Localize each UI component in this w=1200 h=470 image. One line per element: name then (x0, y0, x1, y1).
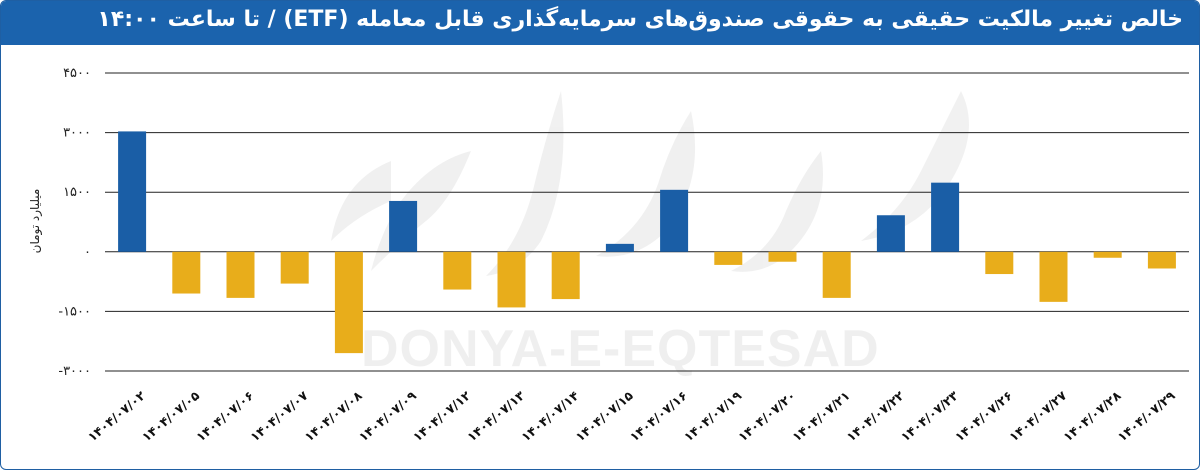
bar (876, 215, 905, 252)
watermark-stroke-1 (861, 91, 969, 241)
bar (226, 251, 255, 298)
x-tick-label: ۱۴۰۴/۰۷/۰۲ (85, 388, 149, 445)
bar (768, 251, 797, 262)
bar (714, 251, 743, 265)
x-tick-label: ۱۴۰۴/۰۷/۲۲ (843, 388, 907, 445)
bar (551, 251, 580, 300)
x-tick-label: ۱۴۰۴/۰۷/۲۹ (1114, 388, 1178, 445)
bar (443, 251, 472, 290)
x-tick-label: ۱۴۰۴/۰۷/۲۰ (735, 388, 798, 445)
x-tick-label: ۱۴۰۴/۰۷/۰۹ (356, 388, 420, 445)
bar (172, 251, 201, 294)
x-tick-label: ۱۴۰۴/۰۷/۱۵ (572, 388, 636, 445)
x-tick-label: ۱۴۰۴/۰۷/۱۶ (627, 388, 690, 445)
watermark-stroke-2 (731, 151, 823, 272)
bar (118, 131, 147, 252)
y-tick-label: -۱۵۰۰ (58, 304, 91, 319)
header-bar: خالص تغییر مالکیت حقیقی به حقوقی صندوق‌ه… (1, 1, 1199, 45)
x-tick-label: ۱۴۰۴/۰۷/۱۳ (464, 388, 528, 445)
chart-title: خالص تغییر مالکیت حقیقی به حقوقی صندوق‌ه… (97, 7, 1183, 32)
watermark-stroke-6 (331, 161, 391, 241)
y-tick-label: ۳۰۰۰ (63, 126, 91, 141)
bar (1039, 251, 1068, 302)
bar (334, 251, 363, 354)
x-tick-label: ۱۴۰۴/۰۷/۲۱ (789, 388, 852, 445)
x-tick-label: ۱۴۰۴/۰۷/۰۶ (193, 388, 256, 445)
watermark-logo (331, 91, 969, 276)
bar (822, 251, 851, 298)
bar (660, 189, 689, 252)
watermark-stroke-4 (486, 91, 564, 276)
y-tick-label: ۴۵۰۰ (63, 66, 91, 81)
bar (605, 243, 634, 252)
x-tick-label: ۱۴۰۴/۰۷/۰۷ (247, 388, 311, 445)
x-tick-label: ۱۴۰۴/۰۷/۲۳ (898, 388, 962, 445)
bar (497, 251, 526, 308)
bar (1147, 251, 1176, 269)
y-axis-label: میلیارد تومان (28, 188, 42, 254)
watermark-latin: DONYA-E-EQTESAD (361, 320, 880, 378)
x-tick-label: ۱۴۰۴/۰۷/۰۵ (139, 388, 203, 445)
y-tick-label: ۱۵۰۰ (63, 185, 91, 200)
y-tick-label: ۰ (84, 245, 91, 260)
y-tick-label: -۳۰۰۰ (58, 364, 91, 379)
bar (389, 200, 418, 252)
x-tick-label: ۱۴۰۴/۰۷/۱۴ (518, 388, 582, 445)
y-axis-ticks: -۳۰۰۰ -۱۵۰۰ ۰ ۱۵۰۰ ۳۰۰۰ ۴۵۰۰ (58, 66, 91, 379)
x-tick-label: ۱۴۰۴/۰۷/۱۲ (410, 388, 474, 445)
bar (1093, 251, 1122, 258)
bar (280, 251, 309, 284)
x-tick-label: ۱۴۰۴/۰۷/۱۹ (681, 388, 745, 445)
bar (931, 182, 960, 252)
x-axis-labels: ۱۴۰۴/۰۷/۰۲۱۴۰۴/۰۷/۰۵۱۴۰۴/۰۷/۰۶۱۴۰۴/۰۷/۰۷… (85, 388, 1178, 445)
bars (118, 131, 1176, 354)
x-tick-label: ۱۴۰۴/۰۷/۲۸ (1060, 388, 1124, 445)
x-tick-label: ۱۴۰۴/۰۷/۲۷ (1006, 388, 1070, 445)
bar (985, 251, 1014, 275)
x-tick-label: ۱۴۰۴/۰۷/۲۶ (952, 388, 1015, 445)
x-tick-label: ۱۴۰۴/۰۷/۰۸ (301, 388, 365, 445)
